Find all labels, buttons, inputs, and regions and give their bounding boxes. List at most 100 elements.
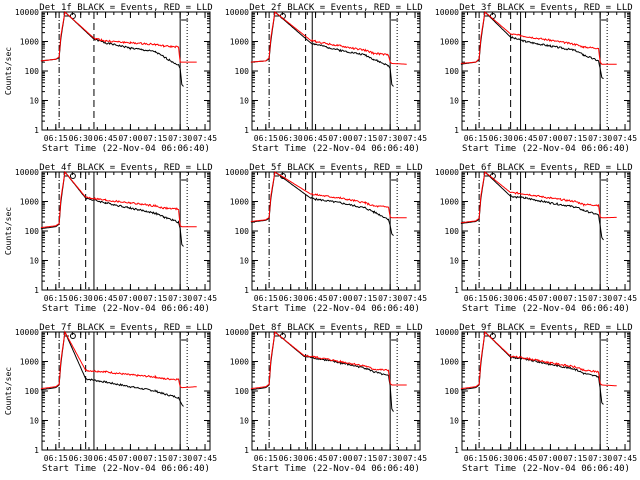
- x-tick-label: 06:45: [304, 294, 328, 303]
- x-tick-label: 06:30: [69, 134, 93, 143]
- y-tick-label: 1: [244, 446, 249, 455]
- x-tick-label: 07:45: [403, 454, 427, 463]
- x-tick-label: 07:15: [353, 454, 377, 463]
- x-tick-label: 06:15: [44, 454, 68, 463]
- lld-series-line: [40, 170, 197, 229]
- y-tick-label: 10000: [15, 8, 39, 17]
- x-tick-label: 07:45: [193, 294, 217, 303]
- y-tick-label: 10: [29, 257, 39, 266]
- x-tick-label: 07:30: [378, 134, 402, 143]
- chart-panel: Det_2f BLACK = Events, RED = LLD 1 10 100 10…: [225, 3, 427, 154]
- y-tick-label: 1: [34, 286, 39, 295]
- x-tick-label: 06:30: [489, 294, 513, 303]
- y-tick-label: 10: [239, 257, 249, 266]
- lld-series-line: [460, 331, 617, 390]
- y-tick-label: 10000: [435, 8, 459, 17]
- y-tick-label: 1: [244, 286, 249, 295]
- x-tick-label: 06:15: [44, 294, 68, 303]
- y-tick-label: 10000: [15, 328, 39, 337]
- y-tick-label: 1000: [20, 358, 39, 367]
- y-axis-label: Counts/sec: [4, 47, 13, 95]
- x-tick-label: 06:45: [514, 134, 538, 143]
- x-tick-label: 07:15: [353, 294, 377, 303]
- chart-title: Det_7f BLACK = Events, RED = LLD: [39, 323, 212, 333]
- chart-title: Det_2f BLACK = Events, RED = LLD: [249, 3, 422, 13]
- x-tick-label: 07:30: [588, 454, 612, 463]
- y-tick-label: 1: [454, 126, 459, 135]
- y-tick-label: 1000: [440, 38, 459, 47]
- x-tick-label: 06:30: [279, 134, 303, 143]
- chart-panel: Det_5f BLACK = Events, RED = LLD 1 10 100 10…: [225, 163, 427, 314]
- x-tick-label: 06:30: [69, 454, 93, 463]
- x-axis-label: Start Time (22-Nov-04 06:06:40): [42, 304, 210, 314]
- x-axis-label: Start Time (22-Nov-04 06:06:40): [42, 144, 210, 154]
- chart-title: Det_6f BLACK = Events, RED = LLD: [459, 163, 632, 173]
- x-tick-label: 07:45: [193, 134, 217, 143]
- x-tick-label: 07:45: [193, 454, 217, 463]
- y-tick-label: 10000: [225, 168, 249, 177]
- y-tick-label: 100: [235, 387, 250, 396]
- x-tick-label: 07:00: [118, 454, 142, 463]
- x-axis-label: Start Time (22-Nov-04 06:06:40): [42, 464, 210, 474]
- chart-title: Det_5f BLACK = Events, RED = LLD: [249, 163, 422, 173]
- y-tick-label: 10: [449, 417, 459, 426]
- y-tick-label: 100: [445, 67, 460, 76]
- chart-title: Det_4f BLACK = Events, RED = LLD: [39, 163, 212, 173]
- x-tick-label: 06:15: [254, 134, 278, 143]
- chart-panel: Det_8f BLACK = Events, RED = LLD 1 10 100 10…: [225, 323, 427, 474]
- x-tick-label: 06:45: [304, 134, 328, 143]
- x-tick-label: 06:45: [94, 294, 118, 303]
- x-axis-label: Start Time (22-Nov-04 06:06:40): [252, 144, 420, 154]
- lld-series-line: [460, 171, 617, 224]
- chart-title: Det_8f BLACK = Events, RED = LLD: [249, 323, 422, 333]
- x-tick-label: 07:30: [378, 294, 402, 303]
- x-tick-label: 06:15: [254, 454, 278, 463]
- lld-series-line: [460, 11, 617, 65]
- x-tick-label: 07:00: [328, 454, 352, 463]
- y-tick-label: 100: [25, 227, 40, 236]
- x-tick-label: 07:15: [353, 134, 377, 143]
- x-tick-label: 07:00: [118, 294, 142, 303]
- y-tick-label: 1: [244, 126, 249, 135]
- x-tick-label: 07:45: [613, 134, 637, 143]
- chart-panel: Det_3f BLACK = Events, RED = LLD 1 10 100 10…: [435, 3, 637, 154]
- x-tick-label: 06:45: [514, 454, 538, 463]
- x-tick-label: 06:45: [94, 454, 118, 463]
- saa-circle: [69, 13, 76, 19]
- x-tick-label: 06:15: [464, 134, 488, 143]
- y-tick-label: 1: [34, 126, 39, 135]
- y-tick-label: 100: [235, 227, 250, 236]
- x-tick-label: 07:15: [143, 294, 167, 303]
- chart-panel: Det_4f BLACK = Events, RED = LLD 1 10 100 10…: [4, 163, 217, 314]
- y-axis-label: Counts/sec: [4, 367, 13, 415]
- x-tick-label: 06:45: [304, 454, 328, 463]
- x-tick-label: 06:45: [94, 134, 118, 143]
- y-tick-label: 10: [239, 417, 249, 426]
- x-tick-label: 06:30: [69, 294, 93, 303]
- x-axis-label: Start Time (22-Nov-04 06:06:40): [252, 464, 420, 474]
- saa-circle: [489, 333, 496, 339]
- y-tick-label: 1: [454, 286, 459, 295]
- x-tick-label: 07:15: [563, 294, 587, 303]
- y-tick-label: 100: [445, 227, 460, 236]
- x-tick-label: 07:45: [613, 454, 637, 463]
- x-tick-label: 07:45: [403, 294, 427, 303]
- chart-panel: Det_7f BLACK = Events, RED = LLD 1 10 100 10…: [4, 323, 217, 474]
- x-tick-label: 07:00: [118, 134, 142, 143]
- lld-series-line: [250, 331, 407, 390]
- y-tick-label: 100: [235, 67, 250, 76]
- y-tick-label: 10: [449, 257, 459, 266]
- x-tick-label: 07:00: [538, 454, 562, 463]
- y-tick-label: 1000: [20, 38, 39, 47]
- y-tick-label: 10000: [15, 168, 39, 177]
- x-tick-label: 07:00: [328, 134, 352, 143]
- lld-series-line: [40, 11, 197, 63]
- x-tick-label: 06:30: [279, 454, 303, 463]
- y-tick-label: 10000: [225, 328, 249, 337]
- x-tick-label: 07:30: [588, 294, 612, 303]
- lld-series-line: [250, 171, 407, 222]
- x-tick-label: 06:15: [44, 134, 68, 143]
- y-tick-label: 1000: [20, 198, 39, 207]
- y-tick-label: 1000: [230, 38, 249, 47]
